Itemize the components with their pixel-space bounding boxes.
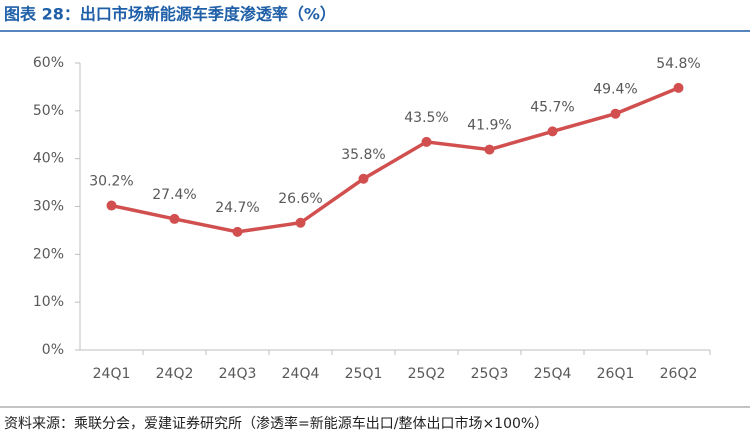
value-label: 27.4% <box>152 187 196 203</box>
x-tick-label: 25Q3 <box>471 366 509 382</box>
y-tick-label: 20% <box>33 246 64 262</box>
point <box>106 200 117 211</box>
point <box>295 217 306 228</box>
y-tick-label: 40% <box>33 151 64 167</box>
value-label: 24.7% <box>215 200 259 216</box>
y-tick-label: 60% <box>33 55 64 71</box>
y-tick-label: 30% <box>33 199 64 215</box>
value-label: 54.8% <box>656 56 700 72</box>
y-tick-label: 10% <box>33 294 64 310</box>
point <box>547 126 558 137</box>
x-tick-label: 24Q2 <box>156 366 194 382</box>
value-label: 30.2% <box>89 174 133 190</box>
point <box>232 226 243 237</box>
value-label: 45.7% <box>530 99 574 115</box>
x-tick-label: 26Q1 <box>597 366 635 382</box>
point <box>673 82 684 93</box>
point <box>610 108 621 119</box>
x-tick-label: 24Q4 <box>282 366 320 382</box>
x-tick-label: 24Q3 <box>219 366 257 382</box>
x-tick-label: 25Q4 <box>534 366 572 382</box>
value-label: 43.5% <box>404 110 448 126</box>
y-tick-label: 0% <box>42 342 64 358</box>
x-tick-label: 26Q2 <box>660 366 698 382</box>
x-tick-label: 24Q1 <box>93 366 131 382</box>
y-tick-label: 50% <box>33 103 64 119</box>
point <box>484 144 495 155</box>
series-line <box>111 86 680 234</box>
value-label: 35.8% <box>341 147 385 163</box>
x-tick-label: 25Q1 <box>345 366 383 382</box>
value-label: 26.6% <box>278 191 322 207</box>
point <box>169 213 180 224</box>
source-note: 资料来源：乘联分会，爱建证券研究所（渗透率=新能源车出口/整体出口市场×100%… <box>4 415 548 432</box>
value-label: 49.4% <box>593 82 637 98</box>
value-label: 41.9% <box>467 118 511 134</box>
point <box>358 173 369 184</box>
x-tick-label: 25Q2 <box>408 366 446 382</box>
chart-title: 图表 28：出口市场新能源车季度渗透率（%） <box>4 5 336 24</box>
point <box>421 136 432 147</box>
